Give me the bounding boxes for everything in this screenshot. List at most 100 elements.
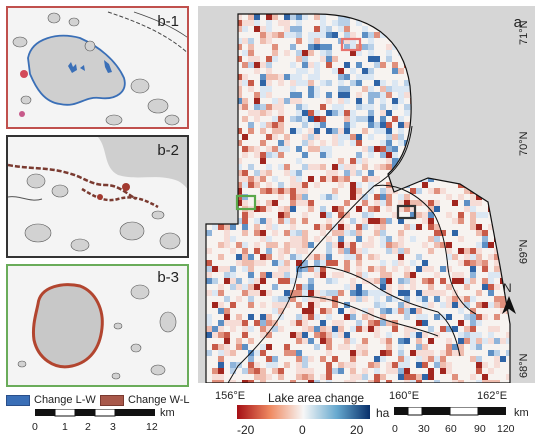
raster-cell [296, 302, 302, 308]
raster-cell [344, 200, 350, 206]
raster-cell [278, 80, 284, 86]
raster-cell [242, 80, 248, 86]
raster-cell [242, 212, 248, 218]
raster-cell [356, 182, 362, 188]
raster-cell [260, 230, 266, 236]
raster-cell [350, 326, 356, 332]
inset-b3-panel: b-3 [6, 264, 189, 387]
raster-cell [470, 356, 476, 362]
raster-cell [206, 278, 212, 284]
lon-label-156: 156°E [215, 390, 246, 402]
raster-cell [308, 278, 314, 284]
raster-cell [386, 284, 392, 290]
raster-cell [302, 296, 308, 302]
raster-cell [308, 92, 314, 98]
raster-cell [356, 98, 362, 104]
raster-cell [302, 314, 308, 320]
raster-cell [392, 134, 398, 140]
raster-cell [398, 68, 404, 74]
raster-cell [266, 314, 272, 320]
raster-cell [272, 146, 278, 152]
raster-cell [392, 116, 398, 122]
raster-cell [350, 278, 356, 284]
raster-cell [350, 32, 356, 38]
raster-cell [308, 374, 314, 380]
raster-cell [380, 314, 386, 320]
raster-cell [410, 236, 416, 242]
raster-cell [356, 74, 362, 80]
raster-cell [482, 260, 488, 266]
raster-cell [338, 86, 344, 92]
scalebar-left-tick-2: 2 [85, 421, 91, 433]
raster-cell [260, 380, 266, 383]
raster-cell [296, 158, 302, 164]
raster-cell [296, 368, 302, 374]
raster-cell [350, 356, 356, 362]
raster-cell [284, 212, 290, 218]
raster-cell [308, 368, 314, 374]
raster-cell [272, 116, 278, 122]
raster-cell [266, 188, 272, 194]
raster-cell [452, 326, 458, 332]
raster-cell [338, 20, 344, 26]
inset-b1-map [8, 8, 187, 127]
raster-cell [236, 176, 242, 182]
raster-cell [236, 242, 242, 248]
raster-cell [272, 368, 278, 374]
raster-cell [296, 332, 302, 338]
raster-cell [476, 302, 482, 308]
raster-cell [338, 308, 344, 314]
raster-cell [446, 212, 452, 218]
raster-cell [440, 230, 446, 236]
raster-cell [284, 230, 290, 236]
raster-cell [386, 146, 392, 152]
raster-cell [470, 272, 476, 278]
raster-cell [404, 266, 410, 272]
raster-cell [242, 176, 248, 182]
raster-cell [224, 236, 230, 242]
raster-cell [260, 92, 266, 98]
raster-cell [326, 218, 332, 224]
raster-cell [386, 164, 392, 170]
raster-cell [272, 242, 278, 248]
raster-cell [308, 80, 314, 86]
raster-cell [488, 338, 494, 344]
raster-cell [482, 314, 488, 320]
raster-cell [284, 98, 290, 104]
raster-cell [308, 32, 314, 38]
raster-cell [380, 122, 386, 128]
raster-cell [212, 326, 218, 332]
raster-cell [344, 116, 350, 122]
raster-cell [386, 218, 392, 224]
raster-cell [362, 128, 368, 134]
raster-cell [464, 284, 470, 290]
raster-cell [260, 218, 266, 224]
raster-cell [428, 326, 434, 332]
scalebar-right [394, 407, 506, 416]
raster-cell [242, 344, 248, 350]
raster-cell [416, 350, 422, 356]
raster-cell [356, 374, 362, 380]
raster-cell [290, 170, 296, 176]
raster-cell [344, 362, 350, 368]
raster-cell [374, 176, 380, 182]
raster-cell [410, 206, 416, 212]
raster-cell [284, 170, 290, 176]
raster-cell [332, 290, 338, 296]
raster-cell [284, 26, 290, 32]
raster-cell [356, 344, 362, 350]
raster-cell [386, 290, 392, 296]
raster-cell [296, 356, 302, 362]
raster-cell [464, 206, 470, 212]
raster-cell [326, 242, 332, 248]
raster-cell [344, 110, 350, 116]
raster-cell [368, 146, 374, 152]
raster-cell [236, 260, 242, 266]
raster-cell [416, 224, 422, 230]
raster-cell [320, 32, 326, 38]
raster-cell [242, 290, 248, 296]
raster-cell [302, 194, 308, 200]
raster-cell [398, 278, 404, 284]
raster-cell [278, 32, 284, 38]
raster-cell [362, 368, 368, 374]
